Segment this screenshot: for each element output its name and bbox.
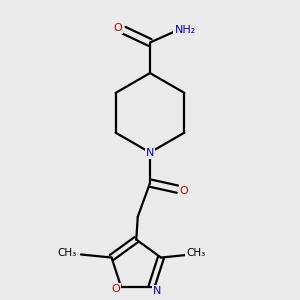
Text: CH₃: CH₃ (187, 248, 206, 258)
Text: O: O (180, 186, 189, 196)
Text: N: N (146, 148, 154, 158)
Text: O: O (111, 284, 120, 294)
Text: CH₃: CH₃ (57, 248, 76, 258)
Text: NH₂: NH₂ (175, 25, 196, 35)
Text: O: O (113, 23, 122, 33)
Text: N: N (153, 286, 161, 296)
